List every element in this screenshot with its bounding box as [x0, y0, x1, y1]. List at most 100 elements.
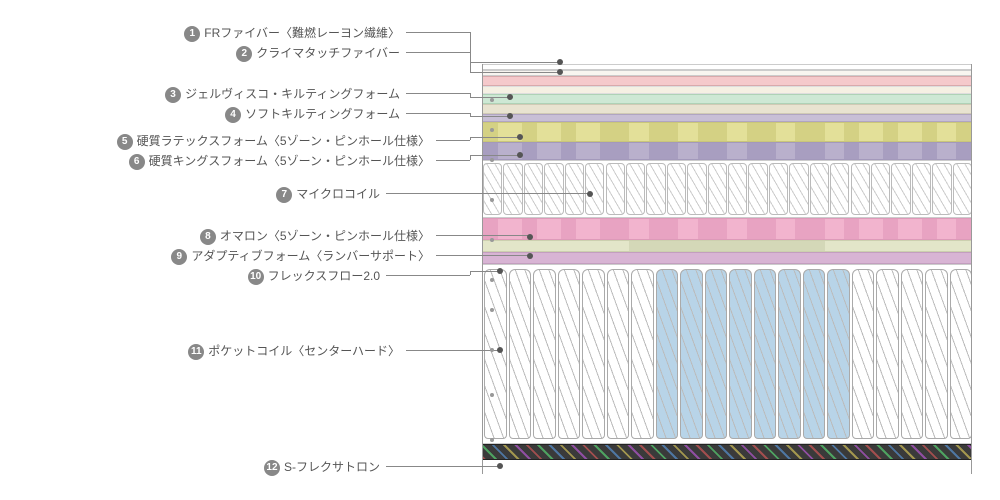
layer-label-7: 7 マイクロコイル [0, 185, 380, 203]
pocket-coil [778, 269, 801, 439]
layer-flexflow [483, 252, 971, 264]
layer-pocket [483, 264, 971, 444]
leader-dot [507, 113, 513, 119]
zone-block [483, 143, 498, 159]
zone-block [561, 219, 576, 239]
label-badge: 10 [248, 269, 264, 285]
micro-coil [891, 163, 910, 215]
layer-latex [483, 122, 971, 142]
label-text: アダプティブフォーム〈ランバーサポート〉 [191, 249, 430, 263]
pocket-coil [705, 269, 728, 439]
label-badge: 2 [236, 46, 252, 62]
leader-line [406, 113, 470, 114]
micro-coil [544, 163, 563, 215]
leader-dot [557, 69, 563, 75]
label-text: 硬質ラテックスフォーム〈5ゾーン・ピンホール仕様〉 [137, 134, 430, 148]
zone-block [698, 143, 727, 159]
zone-block [922, 143, 937, 159]
zone-block [600, 143, 629, 159]
leader-line [470, 62, 560, 63]
margin-dot [490, 98, 494, 102]
leader-line [436, 255, 530, 256]
leader-line [406, 93, 470, 94]
layer-label-8: 8オマロン〈5ゾーン・ピンホール仕様〉 [0, 227, 430, 245]
zone-block [795, 123, 824, 141]
layer-lavender [483, 114, 971, 122]
leader-line [436, 160, 470, 161]
leader-dot [507, 94, 513, 100]
margin-dot [490, 308, 494, 312]
leader-dot [497, 268, 503, 274]
label-text: マイクロコイル [296, 187, 380, 201]
leader-line [386, 466, 500, 467]
micro-coil [503, 163, 522, 215]
pocket-coil [582, 269, 605, 439]
leader-dot [527, 234, 533, 240]
micro-coil [769, 163, 788, 215]
pocket-coil [827, 269, 850, 439]
leader-line [470, 155, 520, 156]
leader-dot [517, 152, 523, 158]
label-text: 硬質キングスフォーム〈5ゾーン・ピンホール仕様〉 [149, 154, 430, 168]
pocket-coil [803, 269, 826, 439]
micro-coil [830, 163, 849, 215]
layer-omalon [483, 218, 971, 240]
layer-soft-quilt [483, 104, 971, 114]
zone-block [844, 143, 859, 159]
micro-coil [646, 163, 665, 215]
pocket-coil [631, 269, 654, 439]
zone-block [883, 219, 898, 239]
label-badge: 7 [276, 187, 292, 203]
leader-line [470, 137, 520, 138]
micro-coil [728, 163, 747, 215]
label-badge: 6 [129, 154, 145, 170]
zone-block [795, 219, 824, 239]
pocket-coil [509, 269, 532, 439]
label-badge: 12 [264, 460, 280, 476]
leader-line [436, 235, 530, 236]
micro-coil [585, 163, 604, 215]
micro-coil [871, 163, 890, 215]
zone-block [883, 123, 898, 141]
zone-block [649, 143, 678, 159]
pocket-coil [852, 269, 875, 439]
layer-label-2: 2 クライマタッチファイバー [0, 44, 400, 62]
label-text: ポケットコイル〈センターハード〉 [208, 344, 400, 358]
zone-block [522, 143, 537, 159]
leader-line [386, 193, 590, 194]
zone-block [698, 219, 727, 239]
label-badge: 5 [117, 134, 133, 150]
layer-cream [483, 86, 971, 94]
label-text: S-フレクサトロン [284, 460, 380, 474]
zone-block [883, 143, 898, 159]
zone-block [922, 123, 937, 141]
pocket-coil [558, 269, 581, 439]
zone-block [561, 123, 576, 141]
zone-block [600, 123, 629, 141]
micro-coil [932, 163, 951, 215]
layer-label-9: 9アダプティブフォーム〈ランバーサポート〉 [0, 247, 430, 265]
margin-dot [490, 348, 494, 352]
zone-block [844, 123, 859, 141]
pocket-coil [656, 269, 679, 439]
zone-block [561, 143, 576, 159]
zone-block [483, 219, 498, 239]
pocket-coil [901, 269, 924, 439]
flexatron-weave [483, 445, 971, 459]
micro-coil [748, 163, 767, 215]
micro-coil [687, 163, 706, 215]
layer-label-12: 12 S-フレクサトロン [0, 458, 380, 476]
layer-gel-visco [483, 94, 971, 104]
margin-dot [490, 128, 494, 132]
label-text: クライマタッチファイバー [256, 46, 400, 60]
label-text: ソフトキルティングフォーム [245, 107, 400, 121]
leader-line [470, 72, 560, 73]
micro-coil [626, 163, 645, 215]
pocket-coil [729, 269, 752, 439]
layer-label-10: 10フレックスフロー2.0 [0, 267, 380, 285]
zone-block [747, 219, 776, 239]
layer-label-1: 1FRファイバー〈難燃レーヨン繊維〉 [0, 24, 400, 42]
label-badge: 11 [188, 344, 204, 360]
pocket-coil [533, 269, 556, 439]
leader-line [470, 116, 510, 117]
